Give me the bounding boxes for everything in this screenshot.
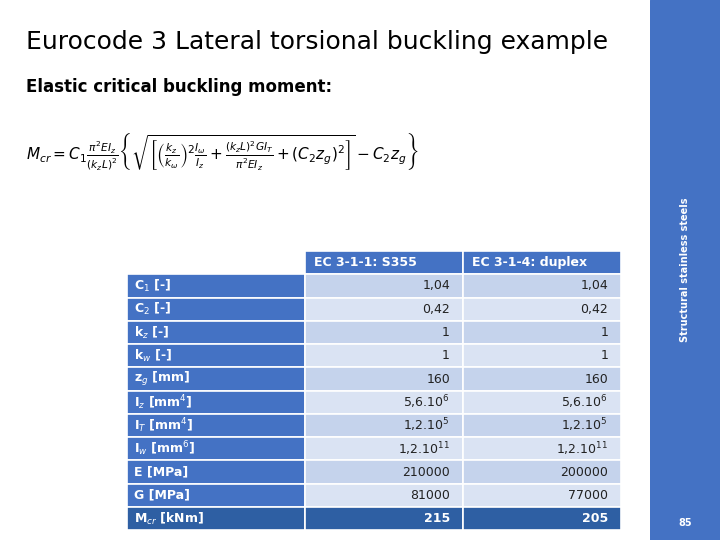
Bar [127,344,305,367]
Text: k$_w$ [-]: k$_w$ [-] [134,348,172,364]
Text: 5,6.10$^6$: 5,6.10$^6$ [403,394,450,411]
Text: C$_2$ [-]: C$_2$ [-] [134,301,171,318]
Bar [127,414,305,437]
Bar [127,391,305,414]
Text: 215: 215 [424,512,450,525]
Text: 160: 160 [426,373,450,386]
Text: 1,04: 1,04 [580,280,608,293]
Bar [305,414,463,437]
Bar [305,484,463,507]
Bar [305,507,463,530]
Bar [305,321,463,344]
Bar [463,461,621,484]
Bar [127,507,305,530]
Text: C$_1$ [-]: C$_1$ [-] [134,278,171,294]
Text: EC 3-1-4: duplex: EC 3-1-4: duplex [472,256,588,269]
Text: Structural stainless steels: Structural stainless steels [680,198,690,342]
Bar [463,484,621,507]
Text: 1: 1 [442,349,450,362]
Bar [305,367,463,391]
Bar [305,461,463,484]
Bar [463,274,621,298]
Text: 1: 1 [600,349,608,362]
Text: 1,2.10$^5$: 1,2.10$^5$ [403,417,450,434]
Text: I$_z$ [mm$^4$]: I$_z$ [mm$^4$] [134,393,192,411]
Text: $M_{cr} = C_1 \frac{\pi^2 EI_z}{(k_z L)^2}\left\{ \sqrt{\left[\left(\frac{k_z}{k: $M_{cr} = C_1 \frac{\pi^2 EI_z}{(k_z L)^… [26,131,419,172]
Bar [463,437,621,461]
Text: 210000: 210000 [402,465,450,478]
Text: 1,04: 1,04 [423,280,450,293]
Text: 0,42: 0,42 [423,303,450,316]
Text: 1,2.10$^{11}$: 1,2.10$^{11}$ [398,440,450,458]
Bar [463,414,621,437]
Bar [127,437,305,461]
Bar [305,274,463,298]
Text: 1,2.10$^5$: 1,2.10$^5$ [562,417,608,434]
Bar [463,321,621,344]
Text: z$_g$ [mm]: z$_g$ [mm] [134,370,190,388]
Text: k$_z$ [-]: k$_z$ [-] [134,325,169,341]
Bar [463,367,621,391]
Bar [463,391,621,414]
Bar [127,298,305,321]
Bar [305,344,463,367]
Text: M$_{cr}$ [kNm]: M$_{cr}$ [kNm] [134,511,204,526]
Text: 160: 160 [585,373,608,386]
Bar [463,507,621,530]
Bar [305,298,463,321]
Bar [127,484,305,507]
Bar [127,367,305,391]
Text: G [MPa]: G [MPa] [134,489,190,502]
Text: 1: 1 [442,326,450,339]
Text: 200000: 200000 [560,465,608,478]
Text: I$_w$ [mm$^6$]: I$_w$ [mm$^6$] [134,440,195,458]
Text: Elastic critical buckling moment:: Elastic critical buckling moment: [26,78,332,96]
Text: 77000: 77000 [568,489,608,502]
Text: 1,2.10$^{11}$: 1,2.10$^{11}$ [556,440,608,458]
Bar [305,251,463,274]
Bar [127,251,305,274]
Text: I$_T$ [mm$^4$]: I$_T$ [mm$^4$] [134,416,193,435]
Bar [127,274,305,298]
Text: 5,6.10$^6$: 5,6.10$^6$ [561,394,608,411]
Text: EC 3-1-1: S355: EC 3-1-1: S355 [314,256,417,269]
Text: 0,42: 0,42 [580,303,608,316]
Text: 81000: 81000 [410,489,450,502]
Text: 85: 85 [678,518,692,528]
Text: 1: 1 [600,326,608,339]
Bar [127,321,305,344]
Text: E [MPa]: E [MPa] [134,465,188,478]
Bar [305,437,463,461]
Bar [463,344,621,367]
Text: Eurocode 3 Lateral torsional buckling example: Eurocode 3 Lateral torsional buckling ex… [26,30,608,53]
Bar [463,251,621,274]
Bar [305,391,463,414]
Text: 205: 205 [582,512,608,525]
Bar [127,461,305,484]
Bar [463,298,621,321]
